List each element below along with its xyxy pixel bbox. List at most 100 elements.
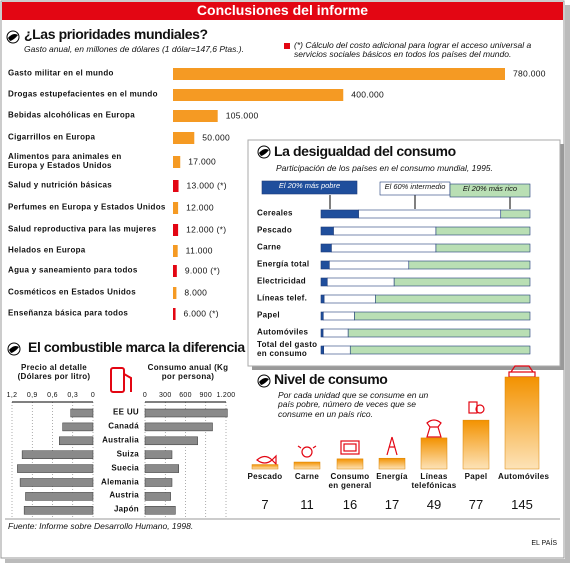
legend-box <box>449 183 531 198</box>
globe-icon <box>257 374 271 388</box>
value-label: 11 <box>300 497 314 512</box>
section-title: La desigualdad del consumo <box>274 143 456 159</box>
tick-label: 1,2 <box>6 392 18 399</box>
value-label: 145 <box>511 497 533 512</box>
note-marker <box>284 43 290 49</box>
row-label: Enseñanza básica para todos <box>8 308 129 318</box>
category-label: Líneas telefónicas <box>411 472 457 490</box>
row-label: Helados en Europa <box>8 245 86 255</box>
bar <box>173 265 177 277</box>
bar-segment <box>320 277 328 287</box>
bar <box>173 156 181 168</box>
bar <box>144 464 179 473</box>
value-label: 16 <box>342 497 358 512</box>
bar-segment <box>354 311 531 321</box>
bar-segment <box>393 277 531 287</box>
bar <box>144 450 173 459</box>
value-label: 11.000 <box>185 245 213 256</box>
legend-label: El 20% más pobre <box>278 181 341 190</box>
section-subtitle: Participación de los países en el consum… <box>276 163 493 173</box>
bar-segment <box>500 209 531 219</box>
bar <box>25 492 94 501</box>
value-label: 12.000 (*) <box>186 224 227 235</box>
row-label: Canadá <box>108 421 139 431</box>
header-band <box>2 2 563 20</box>
bar-segment <box>320 294 325 304</box>
bar-segment <box>375 294 531 304</box>
bar <box>144 422 213 432</box>
note: (*) Cálculo del costo adicional para log… <box>294 40 532 60</box>
category-label: Papel <box>464 472 488 481</box>
tick-label: 0,6 <box>47 392 58 399</box>
frame-shadow <box>565 5 570 561</box>
bar-segment <box>320 328 324 338</box>
value-label: 6.000 (*) <box>183 308 219 319</box>
category-label: Carne <box>294 472 320 481</box>
row-label: Austria <box>109 490 139 500</box>
bar <box>336 458 364 470</box>
bar <box>173 224 179 236</box>
row-label: Drogas estupefacientes en el mundo <box>8 89 158 99</box>
bar <box>293 461 321 470</box>
row-label: EE UU <box>113 407 139 417</box>
value-label: 8.000 <box>184 287 208 298</box>
bar-segment <box>322 311 355 321</box>
row-label: Bebidas alcohólicas en Europa <box>8 110 135 120</box>
bar-segment <box>322 328 349 338</box>
panel <box>247 139 561 367</box>
axis-title: Precio al detalle (Dólares por litro) <box>17 363 91 381</box>
tick-label: 600 <box>179 392 192 399</box>
row-label: Australia <box>102 435 139 445</box>
section-title: ¿Las prioridades mundiales? <box>24 26 208 42</box>
value-label: 12.000 <box>186 202 214 213</box>
bar-segment <box>435 243 531 253</box>
bar <box>17 464 94 473</box>
consumption-icons <box>256 365 536 466</box>
bar-segment <box>320 260 330 270</box>
row-label: Agua y saneamiento para todos <box>8 265 138 275</box>
bar <box>173 287 177 299</box>
row-label: Alimentos para animales en Europa y Esta… <box>8 152 122 170</box>
bar <box>173 245 178 257</box>
value-label: 105.000 <box>225 110 259 121</box>
section-subtitle: Por cada unidad que se consume en un paí… <box>278 390 429 419</box>
row-label: Suecia <box>111 463 139 473</box>
row-label: Japón <box>113 504 139 514</box>
bar <box>144 492 171 501</box>
bar <box>504 376 540 470</box>
value-label: 9.000 (*) <box>184 265 221 276</box>
bar-segment <box>435 226 531 236</box>
bar-segment <box>320 226 334 236</box>
legend-box <box>261 180 358 195</box>
row-label: Cosméticos en Estados Unidos <box>8 287 136 297</box>
row-label: Total del gasto en consumo <box>257 340 318 358</box>
legend-label: El 20% más rico <box>462 184 518 193</box>
bar-segment <box>320 311 324 321</box>
value-label: 17.000 <box>188 156 217 167</box>
value-label: 400.000 <box>351 89 385 100</box>
bar <box>173 202 179 214</box>
bar <box>144 436 198 446</box>
bar-segment <box>326 277 395 287</box>
bar-segment <box>323 294 376 304</box>
bar <box>59 436 94 446</box>
bar <box>173 110 218 122</box>
row-label: Líneas telef. <box>257 293 308 303</box>
value-label: 77 <box>468 497 484 512</box>
category-label: Automóviles <box>498 472 550 481</box>
row-label: Gasto militar en el mundo <box>8 68 114 78</box>
bar <box>378 457 406 470</box>
row-label: Salud reproductiva para las mujeres <box>8 224 157 234</box>
bar <box>173 180 179 192</box>
value-label: 50.000 <box>202 132 231 143</box>
bar <box>144 408 228 418</box>
row-label: Suiza <box>116 449 139 459</box>
bar-segment <box>347 328 531 338</box>
credit: EL PAÍS <box>531 540 557 547</box>
row-label: Energía total <box>257 259 310 269</box>
row-label: Perfumes en Europa y Estados Unidos <box>8 202 166 212</box>
tick-label: 300 <box>158 392 172 399</box>
row-label: Carne <box>257 242 282 252</box>
